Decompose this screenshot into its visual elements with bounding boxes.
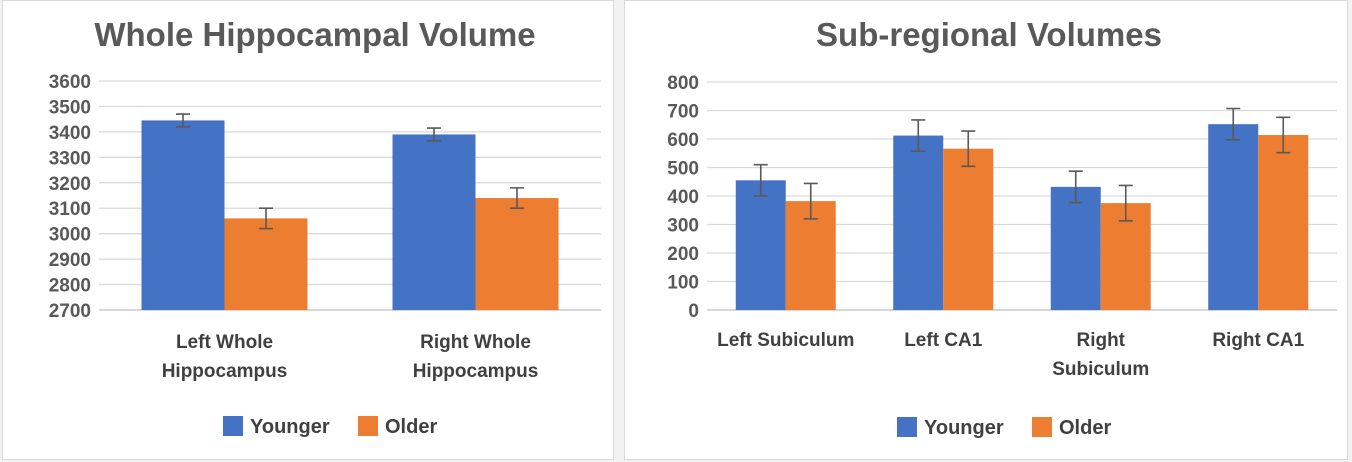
category-label: Hippocampus bbox=[162, 361, 288, 382]
category-label: Right CA1 bbox=[1212, 330, 1304, 351]
y-tick-label: 2900 bbox=[49, 250, 91, 271]
error-bar-younger bbox=[427, 127, 441, 142]
legend-label-older: Older bbox=[1059, 417, 1111, 439]
category-label: Left CA1 bbox=[904, 330, 983, 351]
bar-younger bbox=[1050, 186, 1101, 310]
y-tick-label: 200 bbox=[667, 244, 699, 265]
chart-title: Whole Hippocampal Volume bbox=[94, 16, 535, 53]
legend-swatch-younger bbox=[897, 417, 917, 437]
y-tick-label: 3500 bbox=[49, 97, 91, 118]
legend-label-younger: Younger bbox=[250, 416, 330, 438]
y-tick-label: 0 bbox=[688, 301, 699, 322]
y-tick-label: 3600 bbox=[49, 72, 91, 93]
error-bar-older bbox=[1118, 184, 1133, 222]
legend-swatch-older bbox=[358, 416, 378, 436]
bar-younger bbox=[735, 180, 786, 310]
y-tick-label: 100 bbox=[667, 273, 699, 294]
y-tick-label: 600 bbox=[667, 130, 699, 151]
bar-older bbox=[943, 148, 994, 310]
bar-older bbox=[1258, 135, 1309, 310]
category-label: Left Subiculum bbox=[717, 330, 854, 351]
chart-title: Sub-regional Volumes bbox=[816, 16, 1162, 53]
category-label: Hippocampus bbox=[413, 361, 539, 382]
bar-younger bbox=[141, 120, 225, 310]
error-bar-younger bbox=[1068, 170, 1083, 204]
y-tick-label: 2800 bbox=[49, 276, 91, 297]
error-bar-older bbox=[259, 207, 273, 230]
error-bar-older bbox=[1276, 116, 1291, 154]
y-tick-label: 300 bbox=[667, 216, 699, 237]
category-label: Right bbox=[1076, 330, 1125, 351]
legend-swatch-younger bbox=[223, 416, 243, 436]
chart-whole-hippocampal-volume: Whole Hippocampal Volume 2700 2800 2900 300… bbox=[49, 16, 601, 438]
error-bar-older bbox=[803, 182, 818, 220]
legend-swatch-older bbox=[1032, 417, 1052, 437]
y-tick-label: 800 bbox=[667, 73, 699, 94]
y-tick-label: 3400 bbox=[49, 123, 91, 144]
y-tick-label: 400 bbox=[667, 187, 699, 208]
bar-younger bbox=[1208, 124, 1259, 311]
error-bar-older bbox=[961, 130, 976, 168]
error-bar-younger bbox=[911, 119, 926, 153]
error-bar-younger bbox=[753, 163, 768, 197]
legend-label-older: Older bbox=[385, 416, 437, 438]
error-bar-older bbox=[510, 187, 524, 210]
bar-younger bbox=[392, 134, 476, 310]
category-label: Left Whole bbox=[176, 332, 273, 353]
y-tick-label: 3100 bbox=[49, 199, 91, 220]
legend-label-younger: Younger bbox=[924, 417, 1004, 439]
y-tick-label: 2700 bbox=[49, 301, 91, 322]
bar-older bbox=[224, 218, 308, 310]
chart-subregional-volumes: Sub-regional Volumes 0 100 200 300 400 500 600… bbox=[667, 16, 1337, 439]
y-tick-label: 3300 bbox=[49, 148, 91, 169]
y-tick-label: 700 bbox=[667, 102, 699, 123]
y-tick-label: 3200 bbox=[49, 174, 91, 195]
error-bar-younger bbox=[176, 113, 190, 128]
bar-older bbox=[475, 198, 559, 310]
chart-panel-subregional: Sub-regional Volumes 0 100 200 300 400 500 600… bbox=[624, 0, 1348, 460]
category-label: Right Whole bbox=[420, 332, 531, 353]
category-label: Subiculum bbox=[1052, 359, 1149, 380]
chart-panel-whole-hippocampal: Whole Hippocampal Volume 2700 2800 2900 300… bbox=[2, 0, 614, 460]
error-bar-younger bbox=[1226, 107, 1241, 141]
y-tick-label: 3000 bbox=[49, 225, 91, 246]
bar-younger bbox=[893, 135, 944, 310]
y-tick-label: 500 bbox=[667, 159, 699, 180]
